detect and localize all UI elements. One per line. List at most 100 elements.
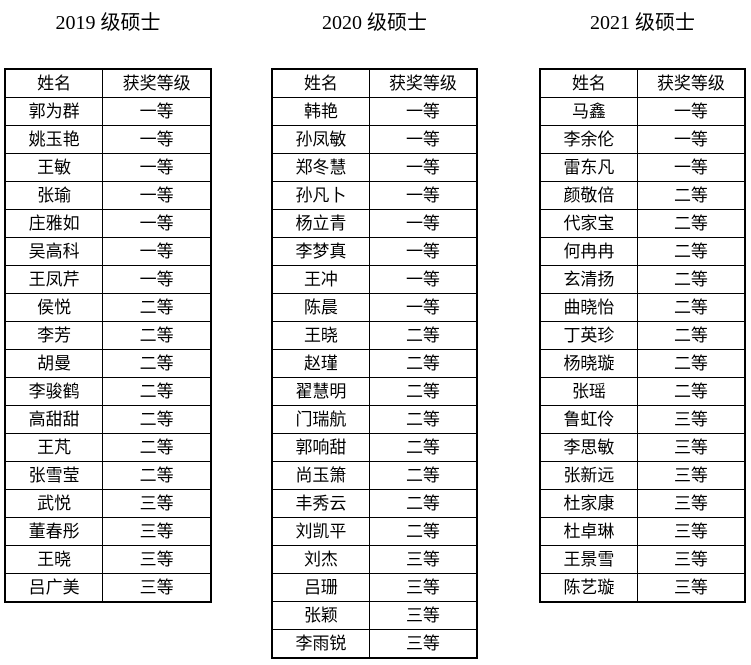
student-name-cell: 王晓 (271, 321, 370, 350)
table-row: 何冉冉 二等 (539, 237, 746, 266)
award-level-cell: 一等 (102, 125, 212, 154)
table-row: 张瑜 一等 (4, 181, 212, 210)
award-level-cell: 三等 (368, 601, 478, 630)
student-name-cell: 吕珊 (271, 573, 370, 602)
table-row: 李骏鹤 二等 (4, 377, 212, 406)
student-name-cell: 张瑶 (539, 377, 638, 406)
student-name-cell: 韩艳 (271, 97, 370, 126)
name-column-header: 姓名 (271, 68, 370, 98)
table-row: 陈晨 一等 (271, 293, 478, 322)
student-name-cell: 郭响甜 (271, 433, 370, 462)
table-row: 王景雪 三等 (539, 545, 746, 574)
student-name-cell: 董春彤 (4, 517, 104, 546)
table-row: 王冲 一等 (271, 265, 478, 294)
student-name-cell: 杨晓璇 (539, 349, 638, 378)
student-name-cell: 张雪莹 (4, 461, 104, 490)
table-row: 王晓 二等 (271, 321, 478, 350)
table-row: 杨立青 一等 (271, 209, 478, 238)
award-level-cell: 二等 (102, 377, 212, 406)
award-level-cell: 三等 (636, 461, 746, 490)
table-row: 郭为群 一等 (4, 97, 212, 126)
award-level-cell: 二等 (368, 517, 478, 546)
table-row: 尚玉箫 二等 (271, 461, 478, 490)
table-row: 玄清扬 二等 (539, 265, 746, 294)
column-2021-masters: 2021 级硕士 姓名 获奖等级 马鑫 一等 李余伦 一等 雷东凡 一等 颜敬倍 二等 代家宝二… (539, 0, 746, 603)
award-level-cell: 一等 (368, 125, 478, 154)
student-name-cell: 玄清扬 (539, 265, 638, 294)
column-2020-masters: 2020 级硕士 姓名 获奖等级 韩艳 一等 孙凤敏 一等 郑冬慧 一等 孙凡卜 一等 杨立青一… (271, 0, 478, 659)
award-level-cell: 一等 (102, 153, 212, 182)
award-level-cell: 一等 (102, 97, 212, 126)
award-level-cell: 二等 (102, 293, 212, 322)
award-level-cell: 一等 (102, 181, 212, 210)
table-row: 刘凯平 二等 (271, 517, 478, 546)
award-level-cell: 二等 (636, 265, 746, 294)
student-name-cell: 刘凯平 (271, 517, 370, 546)
award-level-cell: 二等 (102, 405, 212, 434)
award-level-column-header: 获奖等级 (368, 68, 478, 98)
table-row: 韩艳 一等 (271, 97, 478, 126)
student-name-cell: 王晓 (4, 545, 104, 574)
table-row: 李余伦 一等 (539, 125, 746, 154)
student-name-cell: 张新远 (539, 461, 638, 490)
table-row: 马鑫 一等 (539, 97, 746, 126)
student-name-cell: 翟慧明 (271, 377, 370, 406)
award-level-cell: 二等 (636, 293, 746, 322)
table-row: 王敏 一等 (4, 153, 212, 182)
award-level-cell: 二等 (368, 489, 478, 518)
table-row: 翟慧明 二等 (271, 377, 478, 406)
student-name-cell: 杨立青 (271, 209, 370, 238)
student-name-cell: 胡曼 (4, 349, 104, 378)
header-row: 姓名 获奖等级 (4, 68, 212, 98)
award-level-cell: 一等 (636, 125, 746, 154)
table-row: 刘杰 三等 (271, 545, 478, 574)
award-level-cell: 三等 (636, 545, 746, 574)
award-level-cell: 三等 (636, 405, 746, 434)
award-level-cell: 一等 (636, 153, 746, 182)
table-row: 郑冬慧 一等 (271, 153, 478, 182)
student-name-cell: 李芳 (4, 321, 104, 350)
award-level-cell: 二等 (102, 461, 212, 490)
award-level-cell: 二等 (636, 377, 746, 406)
award-level-cell: 一等 (102, 265, 212, 294)
student-name-cell: 李余伦 (539, 125, 638, 154)
table-row: 李梦真 一等 (271, 237, 478, 266)
column-title-2020: 2020 级硕士 (322, 12, 427, 34)
table-row: 郭响甜 二等 (271, 433, 478, 462)
student-name-cell: 孙凤敏 (271, 125, 370, 154)
table-row: 李芳 二等 (4, 321, 212, 350)
award-level-cell: 一等 (102, 209, 212, 238)
table-row: 吕广美 三等 (4, 573, 212, 603)
table-row: 王凤芹 一等 (4, 265, 212, 294)
table-row: 姚玉艳 一等 (4, 125, 212, 154)
award-level-cell: 二等 (102, 433, 212, 462)
student-name-cell: 姚玉艳 (4, 125, 104, 154)
table-row: 丁英珍 二等 (539, 321, 746, 350)
student-name-cell: 李雨锐 (271, 629, 370, 659)
column-2019-masters: 2019 级硕士 姓名 获奖等级 郭为群 一等 姚玉艳 一等 王敏 一等 张瑜 一等 庄雅如 一等… (4, 0, 212, 603)
student-name-cell: 颜敬倍 (539, 181, 638, 210)
student-name-cell: 郭为群 (4, 97, 104, 126)
table-row: 陈艺璇 三等 (539, 573, 746, 603)
student-name-cell: 陈艺璇 (539, 573, 638, 603)
table-row: 杜家康 三等 (539, 489, 746, 518)
student-name-cell: 门瑞航 (271, 405, 370, 434)
student-name-cell: 刘杰 (271, 545, 370, 574)
award-level-cell: 二等 (368, 349, 478, 378)
table-row: 雷东凡 一等 (539, 153, 746, 182)
table-row: 赵瑾 二等 (271, 349, 478, 378)
table-row: 张颖 三等 (271, 601, 478, 630)
award-level-cell: 二等 (636, 321, 746, 350)
student-name-cell: 代家宝 (539, 209, 638, 238)
award-level-cell: 二等 (368, 405, 478, 434)
student-name-cell: 李骏鹤 (4, 377, 104, 406)
award-level-cell: 一等 (368, 209, 478, 238)
name-column-header: 姓名 (539, 68, 638, 98)
student-name-cell: 王芃 (4, 433, 104, 462)
award-level-cell: 三等 (636, 573, 746, 603)
student-name-cell: 吕广美 (4, 573, 104, 603)
award-level-cell: 一等 (368, 153, 478, 182)
table-row: 吴高科 一等 (4, 237, 212, 266)
student-name-cell: 尚玉箫 (271, 461, 370, 490)
